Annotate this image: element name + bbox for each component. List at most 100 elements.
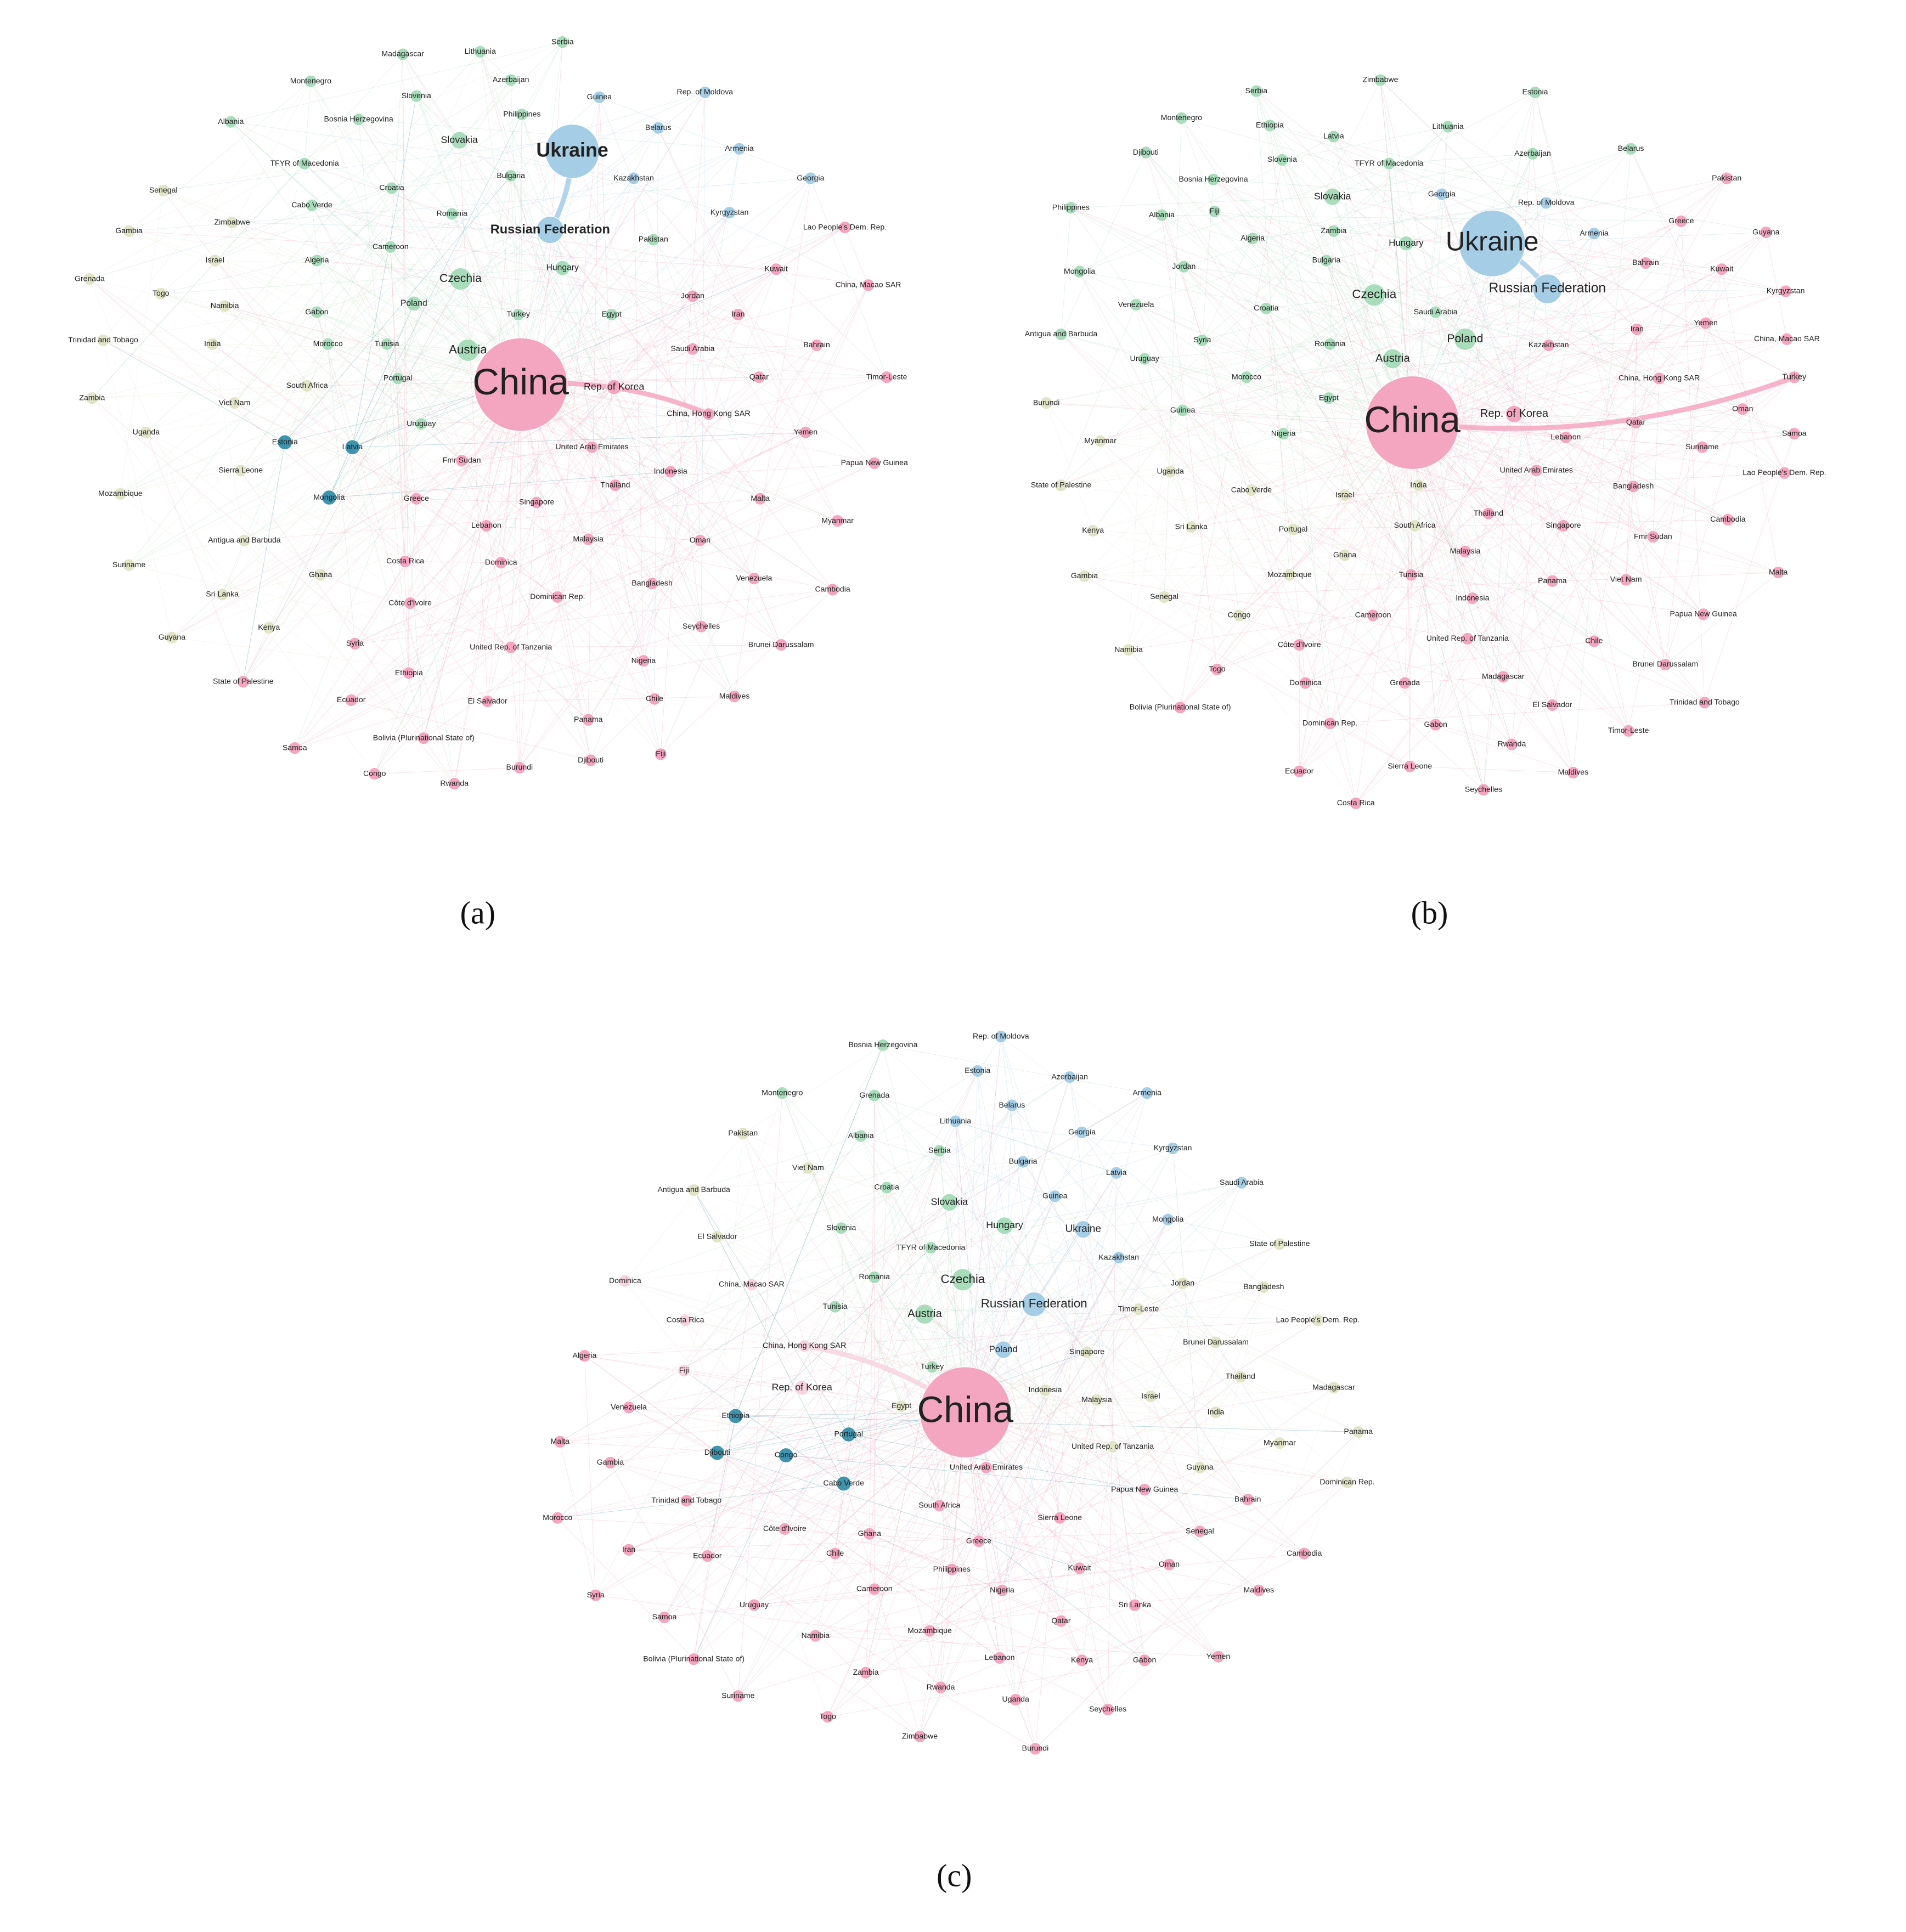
node-label: State of Palestine <box>213 677 274 686</box>
edge <box>1199 1467 1248 1500</box>
node <box>1398 676 1412 690</box>
edge <box>1329 231 1334 344</box>
edge <box>1405 243 1493 683</box>
edge <box>1441 194 1574 773</box>
node <box>481 694 494 708</box>
edge <box>550 229 760 499</box>
edge <box>1389 163 1766 233</box>
node <box>1327 224 1340 238</box>
edge <box>240 247 391 471</box>
edge <box>965 1320 1318 1413</box>
node <box>352 112 365 126</box>
edge <box>965 1412 1145 1661</box>
edge <box>1412 422 1779 573</box>
node-label: Kazakhstan <box>613 173 654 182</box>
edge <box>1180 160 1283 708</box>
node-label: Rep. of Moldova <box>1518 198 1575 207</box>
node-label: United Arab Emirates <box>1500 466 1573 474</box>
node-label: Mozambique <box>907 1626 952 1635</box>
edge <box>951 1257 1119 1570</box>
node-label: Myanmar <box>821 516 854 524</box>
node-label: Tunisia <box>375 339 399 348</box>
edge <box>1418 485 1704 615</box>
node <box>300 379 314 393</box>
node <box>1322 391 1335 405</box>
edge <box>1256 91 1413 423</box>
node-label: Sierra Leone <box>218 466 263 474</box>
edge <box>611 227 845 315</box>
edge <box>1061 1467 1200 1622</box>
edge <box>1472 233 1594 598</box>
edge <box>550 229 701 541</box>
node <box>867 1583 881 1596</box>
edge <box>1128 211 1215 650</box>
edge <box>1333 230 1566 438</box>
node-label: Belarus <box>1618 144 1644 152</box>
edge <box>1532 154 1549 346</box>
edge <box>920 1219 1169 1737</box>
edge <box>1213 179 1413 423</box>
node-label: Croatia <box>379 183 404 192</box>
node <box>732 142 746 156</box>
edge <box>244 498 760 541</box>
edge <box>520 178 811 385</box>
edge <box>940 1541 979 1688</box>
node-label: Grenada <box>1390 678 1420 687</box>
node <box>1351 1425 1365 1439</box>
edge <box>754 1489 1145 1606</box>
node-label: Jordan <box>1171 1278 1194 1287</box>
edge <box>294 673 409 749</box>
edge <box>1389 153 1533 164</box>
edge <box>684 1202 950 1371</box>
node-label: Ukraine <box>536 139 608 161</box>
node <box>836 1476 852 1492</box>
node <box>122 224 136 238</box>
edge <box>784 1105 1012 1529</box>
edge <box>1266 308 1356 804</box>
edge <box>212 188 392 344</box>
edge <box>717 1236 1003 1350</box>
edge <box>613 387 702 627</box>
node-label: Estonia <box>1522 87 1548 96</box>
edge <box>557 1517 695 1659</box>
node <box>1557 519 1570 533</box>
edge <box>519 583 652 768</box>
edge <box>965 1244 1280 1413</box>
edge <box>240 384 521 471</box>
node <box>1338 488 1351 502</box>
edge <box>1199 1443 1280 1468</box>
edge <box>692 296 709 414</box>
node-label: Austria <box>1375 352 1410 364</box>
edge <box>230 42 563 122</box>
edge <box>782 1093 932 1249</box>
edge <box>1406 243 1743 410</box>
node-label: Armenia <box>1132 1088 1161 1097</box>
edge <box>1418 345 1549 485</box>
node <box>584 754 597 767</box>
node <box>1323 188 1341 206</box>
edge <box>501 377 759 563</box>
edge <box>664 1229 1084 1618</box>
node-label: Côte d'Ivoire <box>763 1524 807 1533</box>
edge <box>1380 80 1413 423</box>
node-label: Hungary <box>986 1219 1023 1230</box>
edge <box>866 1657 1000 1673</box>
edge <box>924 1314 1113 1447</box>
edge <box>1144 358 1192 527</box>
node-label: Myanmar <box>1084 436 1116 445</box>
node-label: Ecuador <box>693 1551 722 1560</box>
edge <box>965 1077 1070 1413</box>
edge <box>1046 403 1636 423</box>
node <box>731 308 745 321</box>
edge <box>929 1499 1248 1631</box>
edge <box>965 1412 1259 1591</box>
node <box>1374 74 1387 87</box>
edge <box>1081 1093 1147 1133</box>
node-label: Zimbabwe <box>215 217 250 226</box>
edge <box>351 462 875 701</box>
edge <box>588 539 833 590</box>
edge <box>955 1121 1061 1518</box>
edge <box>557 1412 966 1518</box>
edge <box>521 114 614 387</box>
node-label: Congo <box>1228 611 1251 619</box>
